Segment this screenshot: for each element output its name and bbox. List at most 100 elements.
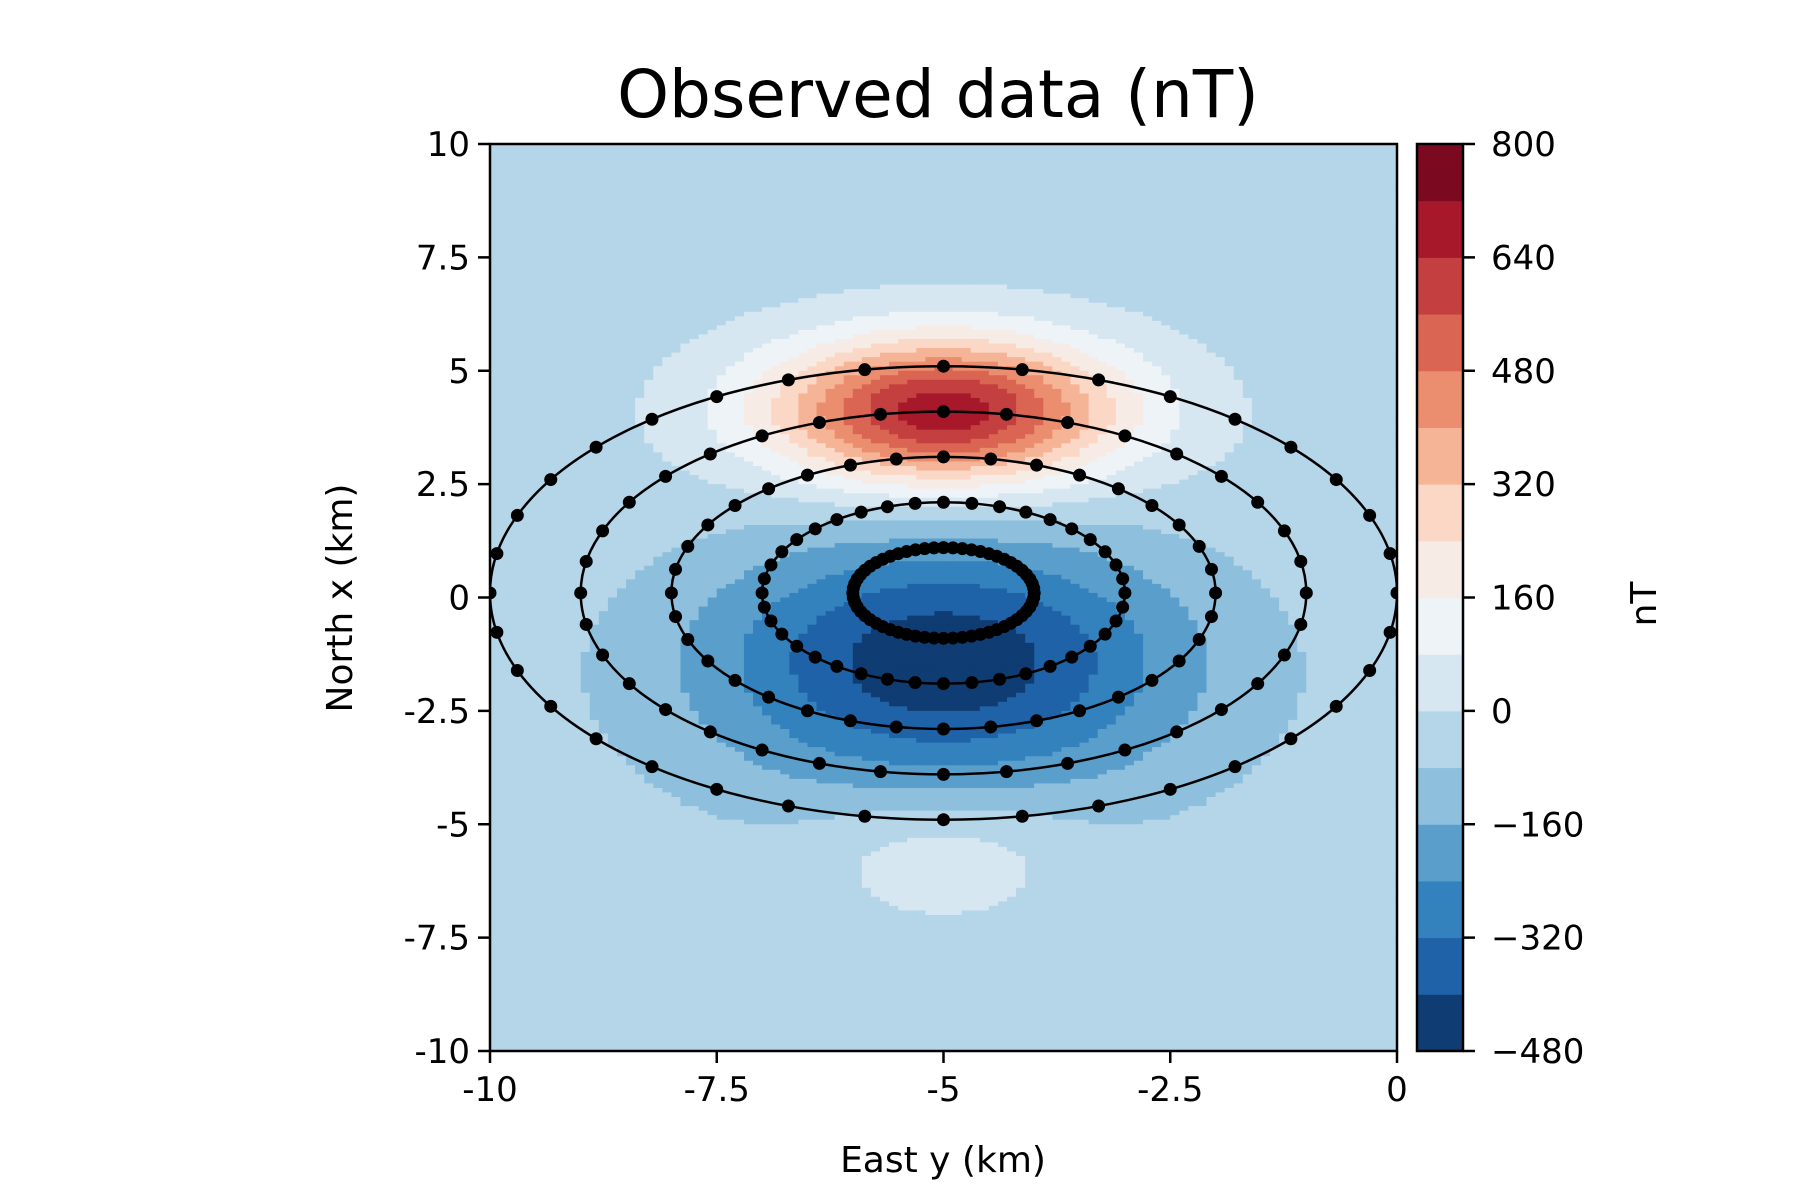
contour-cell xyxy=(988,361,999,367)
contour-cell xyxy=(1369,239,1380,245)
contour-cell xyxy=(1124,225,1135,231)
contour-cell xyxy=(1097,307,1108,313)
contour-cell xyxy=(843,329,854,336)
contour-cell xyxy=(943,230,954,236)
contour-cell xyxy=(653,357,663,363)
contour-cell xyxy=(689,221,700,227)
contour-cell xyxy=(762,311,772,317)
contour-cell xyxy=(943,175,954,181)
contour-cell xyxy=(1161,225,1171,231)
contour-cell xyxy=(952,180,963,186)
contour-cell xyxy=(1242,348,1253,354)
contour-cell xyxy=(1106,270,1117,277)
contour-cell xyxy=(1251,343,1262,349)
contour-cell xyxy=(762,329,772,336)
contour-cell xyxy=(1043,275,1053,281)
contour-cell xyxy=(816,357,827,363)
contour-cell xyxy=(861,352,872,358)
contour-cell xyxy=(598,334,609,340)
contour-cell xyxy=(1143,361,1153,367)
contour-cell xyxy=(662,216,672,222)
contour-cell xyxy=(1251,261,1262,268)
contour-cell xyxy=(1324,366,1335,372)
contour-cell xyxy=(1342,261,1353,268)
contour-cell xyxy=(1188,212,1199,218)
contour-cell xyxy=(616,316,627,322)
contour-cell xyxy=(662,311,672,317)
contour-cell xyxy=(1297,257,1307,263)
contour-cell xyxy=(1306,175,1316,181)
contour-cell xyxy=(762,239,772,245)
contour-cell xyxy=(825,171,836,177)
contour-cell xyxy=(916,166,926,172)
contour-cell xyxy=(553,320,564,326)
contour-cell xyxy=(1052,343,1063,349)
contour-cell xyxy=(1115,148,1126,154)
contour-cell xyxy=(1070,207,1081,213)
contour-cell xyxy=(553,198,564,204)
contour-cell xyxy=(707,302,718,308)
contour-cell xyxy=(1215,225,1226,231)
contour-cell xyxy=(1242,266,1253,272)
contour-cell xyxy=(635,307,645,313)
contour-cell xyxy=(1025,230,1035,236)
contour-cell xyxy=(1378,325,1389,331)
contour-cell xyxy=(1215,157,1226,163)
contour-cell xyxy=(707,289,718,295)
contour-cell xyxy=(1251,230,1262,236)
contour-cell xyxy=(1197,280,1208,286)
contour-cell xyxy=(970,293,981,299)
contour-cell xyxy=(508,357,518,363)
contour-cell xyxy=(753,225,763,231)
contour-cell xyxy=(1016,352,1026,358)
contour-cell xyxy=(517,261,527,268)
contour-cell xyxy=(898,234,908,240)
contour-cell xyxy=(544,148,555,154)
contour-cell xyxy=(1097,248,1108,254)
contour-cell xyxy=(834,157,845,163)
contour-cell xyxy=(1297,298,1307,304)
contour-cell xyxy=(1079,266,1090,272)
contour-cell xyxy=(562,266,573,272)
contour-cell xyxy=(1279,316,1289,322)
contour-cell xyxy=(889,180,899,186)
contour-cell xyxy=(1206,320,1217,326)
contour-cell xyxy=(1188,175,1199,181)
contour-cell xyxy=(934,198,945,204)
contour-cell xyxy=(1270,252,1280,258)
contour-cell xyxy=(1333,270,1344,277)
contour-cell xyxy=(562,234,573,240)
chart-title: Observed data (nT) xyxy=(617,56,1259,133)
contour-cell xyxy=(1297,266,1307,272)
contour-cell xyxy=(707,348,718,354)
contour-cell xyxy=(1025,298,1035,304)
contour-cell xyxy=(834,230,845,236)
contour-cell xyxy=(889,348,899,354)
contour-cell xyxy=(1242,202,1253,209)
contour-cell xyxy=(934,234,945,240)
contour-cell xyxy=(1188,325,1199,331)
contour-cell xyxy=(616,157,627,163)
contour-cell xyxy=(616,166,627,172)
contour-cell xyxy=(1306,221,1316,227)
contour-cell xyxy=(1115,280,1126,286)
contour-cell xyxy=(1052,198,1063,204)
contour-cell xyxy=(1170,261,1180,268)
contour-cell xyxy=(1143,248,1153,254)
contour-cell xyxy=(598,302,609,308)
contour-cell xyxy=(734,180,745,186)
contour-cell xyxy=(825,144,836,150)
contour-cell xyxy=(635,207,645,213)
contour-cell xyxy=(1025,234,1035,240)
contour-cell xyxy=(834,148,845,154)
contour-cell xyxy=(1061,175,1072,181)
contour-cell xyxy=(689,293,700,299)
contour-cell xyxy=(1016,261,1026,268)
contour-cell xyxy=(743,307,754,313)
contour-cell xyxy=(952,212,963,218)
contour-cell xyxy=(1006,180,1017,186)
contour-cell xyxy=(490,198,500,204)
contour-cell xyxy=(789,357,799,363)
contour-cell xyxy=(916,148,926,154)
contour-cell xyxy=(707,261,718,268)
